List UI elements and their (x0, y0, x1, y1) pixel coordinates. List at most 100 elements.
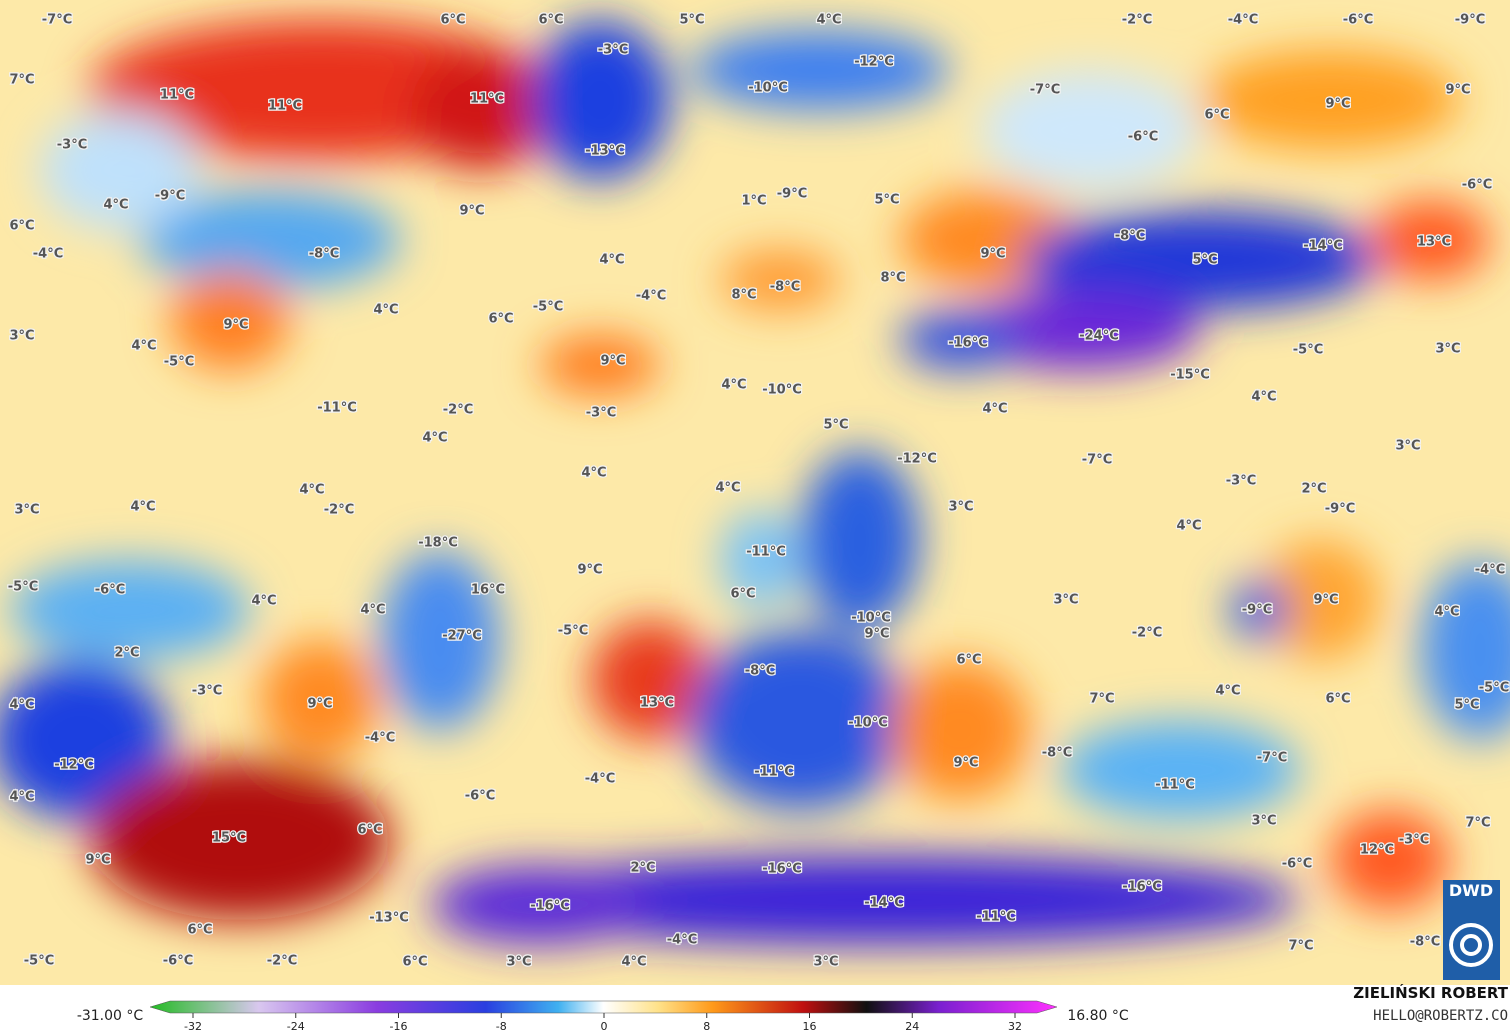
temperature-label: -12°C (54, 758, 94, 773)
temperature-label: 7°C (1089, 692, 1114, 707)
temperature-label: 3°C (1053, 593, 1078, 608)
temperature-label: 9°C (980, 247, 1005, 262)
temperature-label: -7°C (1082, 453, 1112, 468)
logo-swirl-inner (1460, 934, 1482, 956)
temperature-label: 12°C (1360, 843, 1394, 858)
temperature-label: 6°C (488, 312, 513, 327)
temperature-label: -8°C (1115, 229, 1145, 244)
temperature-label: 6°C (730, 587, 755, 602)
temperature-label: 3°C (14, 503, 39, 518)
temperature-label: -27°C (442, 629, 482, 644)
temperature-label: -5°C (24, 954, 54, 969)
temperature-label: 4°C (131, 339, 156, 354)
temperature-label: 9°C (600, 354, 625, 369)
temperature-label: -12°C (897, 452, 937, 467)
temperature-label: -11°C (1155, 778, 1195, 793)
temperature-label: 9°C (85, 853, 110, 868)
temperature-label: 4°C (130, 500, 155, 515)
temperature-label: -5°C (533, 300, 563, 315)
temperature-label: -8°C (745, 664, 775, 679)
temperature-label: -6°C (95, 583, 125, 598)
temperature-label: 4°C (360, 603, 385, 618)
temperature-label: -2°C (324, 503, 354, 518)
temperature-label: -11°C (317, 401, 357, 416)
temperature-label: -4°C (33, 247, 63, 262)
dwd-logo: DWD (1443, 880, 1500, 980)
temperature-label: 4°C (721, 378, 746, 393)
temperature-label: -11°C (754, 765, 794, 780)
temperature-label: -11°C (746, 545, 786, 560)
temperature-label: 9°C (223, 318, 248, 333)
temperature-label: -2°C (267, 954, 297, 969)
temperature-label: 3°C (506, 955, 531, 970)
temperature-label: -15°C (1170, 368, 1210, 383)
temperature-label: 15°C (212, 831, 246, 846)
temperature-label: -8°C (309, 247, 339, 262)
temperature-label: 6°C (187, 923, 212, 938)
colorbar-tick-label: -8 (496, 1020, 507, 1033)
temperature-label: -9°C (1455, 13, 1485, 28)
logo-text: DWD (1449, 881, 1493, 900)
temperature-label: 4°C (1215, 684, 1240, 699)
temperature-label: -10°C (748, 81, 788, 96)
colorbar-tick-label: 32 (1008, 1020, 1022, 1033)
temperature-label: 11°C (160, 88, 194, 103)
temperature-label: 7°C (1288, 939, 1313, 954)
temperature-label: 9°C (953, 756, 978, 771)
temperature-label: 5°C (823, 418, 848, 433)
temperature-label: 8°C (731, 288, 756, 303)
temperature-label: 4°C (299, 483, 324, 498)
temperature-label: 4°C (581, 466, 606, 481)
temperature-label: -14°C (864, 896, 904, 911)
temperature-label: 9°C (1445, 83, 1470, 98)
temperature-label: 11°C (470, 92, 504, 107)
temperature-label: -3°C (1399, 833, 1429, 848)
temperature-label: 6°C (1325, 692, 1350, 707)
temperature-label: -5°C (164, 355, 194, 370)
temperature-label: 4°C (1176, 519, 1201, 534)
temperature-label: 4°C (1251, 390, 1276, 405)
temperature-label: -6°C (163, 954, 193, 969)
label-layer: -7°C 6°C 6°C 5°C 4°C -2°C -4°C -6°C -9°C-3°C-12°… (7, 11, 1510, 971)
temperature-label: -3°C (1226, 474, 1256, 489)
temperature-label: -7°C (1030, 83, 1060, 98)
temperature-label: -6°C (465, 789, 495, 804)
temperature-label: 1°C (741, 194, 766, 209)
temperature-label: 7°C (1465, 816, 1490, 831)
temperature-label: -3°C (586, 406, 616, 421)
map-field (0, 0, 1510, 985)
colorbar-tick-label: -16 (390, 1020, 408, 1033)
temperature-label: -8°C (770, 280, 800, 295)
temperature-label: 6°C (9, 219, 34, 234)
temperature-label: 4°C (816, 13, 841, 28)
temperature-label: -12°C (854, 55, 894, 70)
credit-name: ZIELIŃSKI ROBERT (1353, 983, 1508, 1002)
temperature-label: 13°C (640, 696, 674, 711)
temperature-label: 6°C (956, 653, 981, 668)
temperature-label: -5°C (558, 624, 588, 639)
temperature-label: -4°C (667, 933, 697, 948)
temperature-label: -9°C (1242, 603, 1272, 618)
temperature-label: 4°C (599, 253, 624, 268)
max-label: 16.80 °C (1067, 1008, 1129, 1024)
temperature-label: 4°C (251, 594, 276, 609)
temperature-label: 3°C (1435, 342, 1460, 357)
temperature-label: 5°C (679, 13, 704, 28)
temperature-label: -7°C (42, 13, 72, 28)
temperature-label: -6°C (1462, 178, 1492, 193)
temperature-label: -4°C (585, 772, 615, 787)
colorbar-tick-label: -24 (287, 1020, 305, 1033)
temperature-label: 9°C (1325, 97, 1350, 112)
temperature-label: -4°C (1475, 563, 1505, 578)
logo-swirl (1449, 923, 1493, 967)
temperature-label: 6°C (440, 13, 465, 28)
temperature-label: 3°C (1251, 814, 1276, 829)
colorbar-tick-label: 16 (803, 1020, 817, 1033)
temperature-label: 3°C (948, 500, 973, 515)
temperature-label: 9°C (1313, 593, 1338, 608)
temperature-label: -4°C (365, 731, 395, 746)
temperature-label: 9°C (459, 204, 484, 219)
temperature-label: 5°C (1454, 698, 1479, 713)
temperature-label: -2°C (443, 403, 473, 418)
